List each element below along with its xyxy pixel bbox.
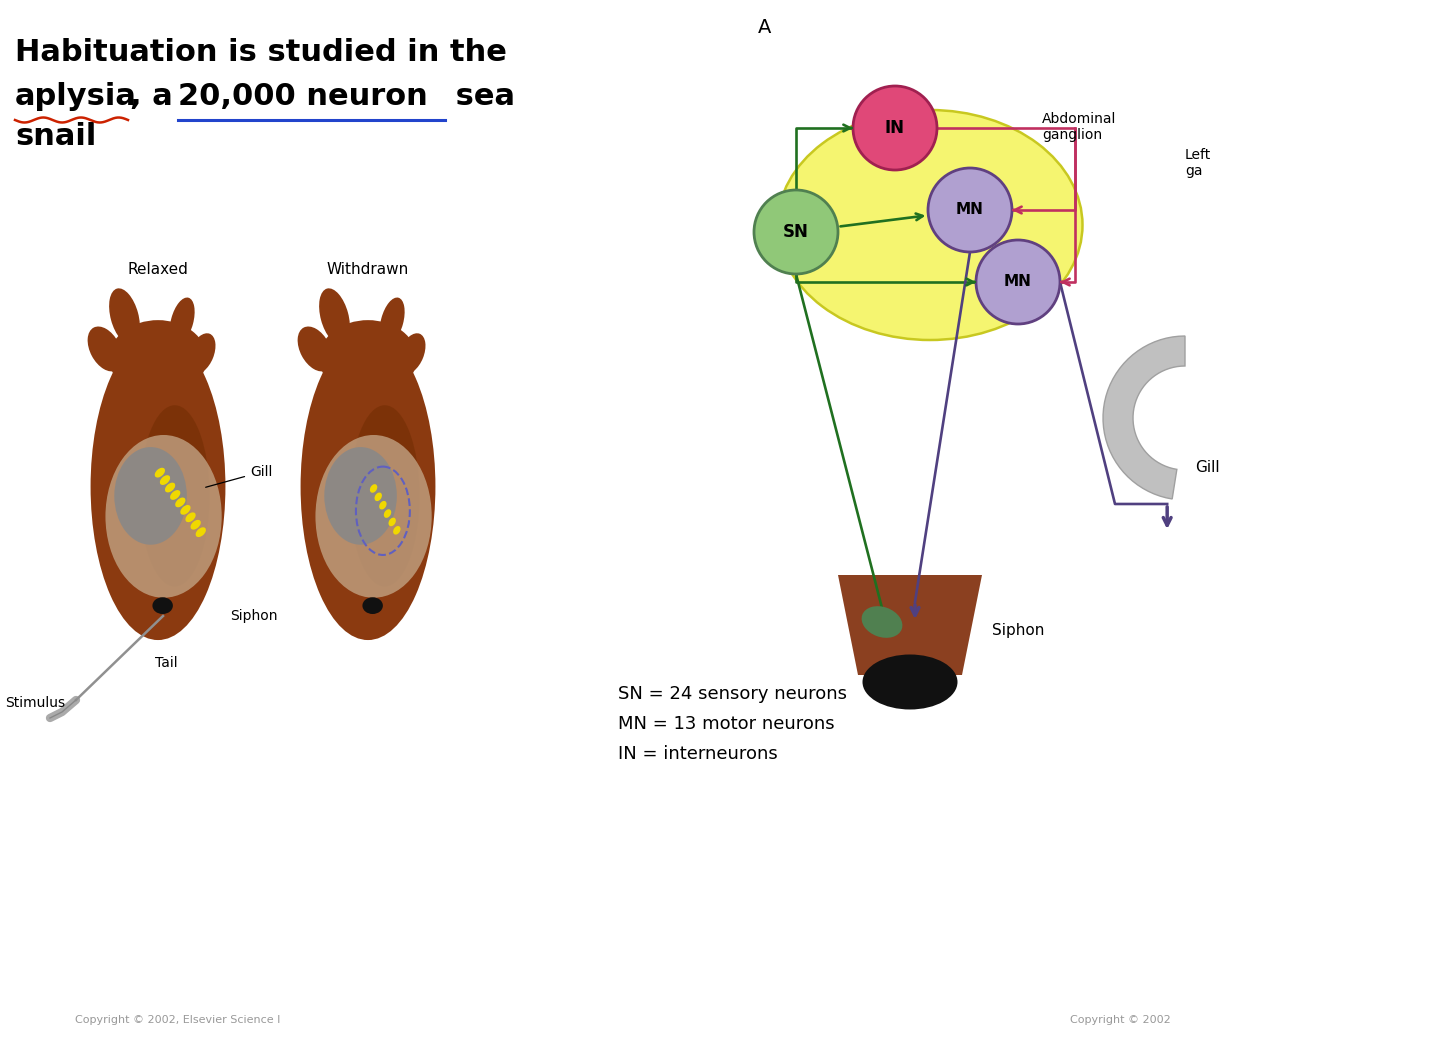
Text: Withdrawn: Withdrawn bbox=[327, 262, 409, 277]
Text: Copyright © 2002, Elsevier Science I: Copyright © 2002, Elsevier Science I bbox=[75, 1015, 281, 1025]
Ellipse shape bbox=[114, 447, 187, 545]
Ellipse shape bbox=[397, 333, 425, 374]
Text: Left
ga: Left ga bbox=[1185, 148, 1211, 178]
Circle shape bbox=[755, 190, 838, 274]
Text: Abdominal
ganglion: Abdominal ganglion bbox=[1043, 112, 1116, 142]
Ellipse shape bbox=[170, 490, 180, 500]
Ellipse shape bbox=[186, 512, 196, 523]
Ellipse shape bbox=[861, 606, 903, 638]
Ellipse shape bbox=[320, 288, 350, 344]
Text: , a: , a bbox=[130, 82, 183, 112]
Ellipse shape bbox=[88, 326, 122, 372]
Text: Copyright © 2002: Copyright © 2002 bbox=[1070, 1015, 1171, 1025]
Ellipse shape bbox=[160, 475, 170, 485]
Polygon shape bbox=[1103, 336, 1185, 499]
Ellipse shape bbox=[324, 447, 397, 545]
Text: snail: snail bbox=[14, 122, 96, 151]
Ellipse shape bbox=[176, 497, 186, 508]
Text: Gill: Gill bbox=[1195, 461, 1220, 476]
Ellipse shape bbox=[190, 519, 200, 530]
Ellipse shape bbox=[320, 320, 416, 396]
Ellipse shape bbox=[863, 654, 958, 709]
Ellipse shape bbox=[166, 482, 176, 493]
Text: IN: IN bbox=[886, 119, 904, 137]
Text: Stimulus: Stimulus bbox=[4, 696, 65, 710]
Ellipse shape bbox=[389, 517, 396, 527]
Text: Siphon: Siphon bbox=[992, 622, 1044, 637]
Ellipse shape bbox=[105, 435, 222, 598]
Polygon shape bbox=[838, 575, 982, 675]
Ellipse shape bbox=[153, 597, 173, 614]
Ellipse shape bbox=[374, 493, 382, 501]
Ellipse shape bbox=[393, 526, 400, 534]
Text: SN = 24 sensory neurons
MN = 13 motor neurons
IN = interneurons: SN = 24 sensory neurons MN = 13 motor ne… bbox=[618, 685, 847, 763]
Ellipse shape bbox=[778, 110, 1083, 340]
Text: Tail: Tail bbox=[154, 656, 177, 670]
Ellipse shape bbox=[350, 406, 419, 586]
Ellipse shape bbox=[170, 297, 194, 344]
Ellipse shape bbox=[298, 326, 333, 372]
Text: Gill: Gill bbox=[206, 465, 272, 487]
Circle shape bbox=[927, 168, 1012, 252]
Ellipse shape bbox=[379, 501, 386, 510]
Text: Habituation is studied in the: Habituation is studied in the bbox=[14, 38, 507, 67]
Ellipse shape bbox=[370, 484, 377, 493]
Ellipse shape bbox=[109, 320, 207, 396]
Ellipse shape bbox=[384, 510, 392, 518]
Ellipse shape bbox=[91, 333, 226, 640]
Ellipse shape bbox=[154, 467, 166, 478]
Ellipse shape bbox=[380, 297, 405, 344]
Text: SN: SN bbox=[783, 223, 809, 241]
Text: Siphon: Siphon bbox=[230, 609, 278, 623]
Ellipse shape bbox=[315, 435, 432, 598]
Text: 20,000 neuron: 20,000 neuron bbox=[179, 82, 428, 112]
Text: sea: sea bbox=[445, 82, 516, 112]
Ellipse shape bbox=[363, 597, 383, 614]
Circle shape bbox=[852, 86, 937, 170]
Ellipse shape bbox=[301, 333, 435, 640]
Ellipse shape bbox=[109, 288, 140, 344]
Text: Relaxed: Relaxed bbox=[128, 262, 189, 277]
Ellipse shape bbox=[189, 333, 216, 374]
Ellipse shape bbox=[196, 527, 206, 537]
Text: aplysia: aplysia bbox=[14, 82, 137, 112]
Circle shape bbox=[976, 240, 1060, 324]
Ellipse shape bbox=[180, 504, 190, 515]
Text: MN: MN bbox=[956, 203, 984, 218]
Text: MN: MN bbox=[1004, 274, 1032, 290]
Text: A: A bbox=[759, 18, 772, 37]
Ellipse shape bbox=[140, 406, 210, 586]
